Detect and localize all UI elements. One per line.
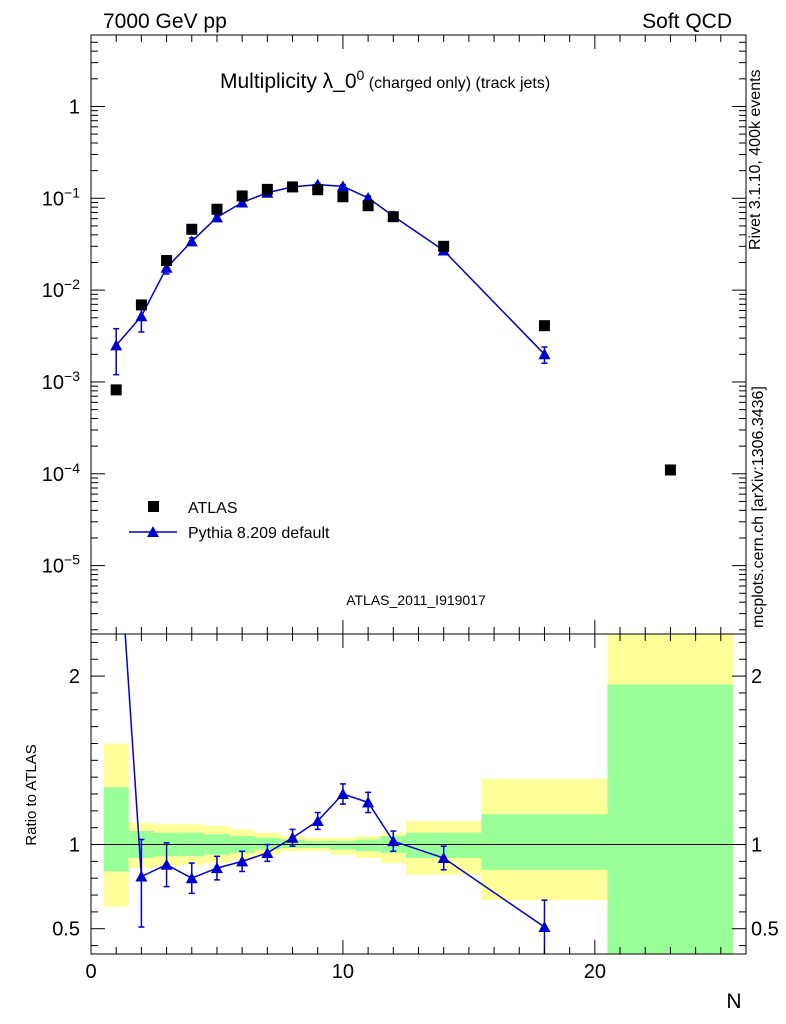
ratio-xtick-label: 20 [584,961,606,983]
ratio-ytick-label-left: 0.5 [52,919,80,941]
atlas-point [186,223,198,235]
main-ytick-base: 10 [42,464,64,486]
pythia-ratio-point [336,788,349,799]
legend-label-atlas: ATLAS [188,500,238,517]
main-ytick-label: 10−4 [42,460,80,486]
header-right-label: Soft QCD [642,10,732,33]
atlas-point [664,464,676,476]
main-ytick-base: 10 [42,188,64,210]
main-ytick-label: 10−1 [42,184,80,210]
main-ytick-label: 10−5 [42,552,80,578]
atlas-point [135,299,147,311]
pythia-point [210,211,223,223]
ratio-ytick-label-right: 0.5 [751,919,779,941]
pythia-point [160,261,173,273]
atlas-point [337,191,349,203]
pythia-ratio-point [185,872,198,884]
main-frame [90,34,747,635]
legend-marker-pythia [147,526,159,537]
main-ytick-base: 10 [42,556,64,578]
main-ytick-label: 10−2 [42,276,80,302]
pythia-ratio-point [387,835,400,847]
atlas-point [161,255,173,267]
pythia-ratio-point [538,921,551,933]
ratio-panel: 0.5 0.51 12 20 10 20 Ratio to ATLAS N [23,493,779,1013]
title-suffix: (charged only) (track jets) [364,75,550,92]
uncertainty-band-green [330,841,356,850]
mcplots-label: mcplots.cern.ch [arXiv:1306.3436] [750,386,767,628]
ratio-ytick-label-left: 1 [69,835,80,857]
main-ytick-exp: −2 [64,276,80,292]
uncertainty-band-green [103,787,129,872]
main-ytick-base: 10 [42,372,64,394]
pythia-ratio-point [110,493,122,504]
pythia-ratio-point [236,855,249,867]
ratio-ytick-label-right: 2 [751,666,762,688]
header-left-label: 7000 GeV pp [103,10,227,33]
uncertainty-band-green [481,814,608,870]
pythia-point [336,180,349,192]
atlas-point [236,190,248,202]
atlas-point [312,184,324,196]
main-ytick-label: 10−3 [42,368,80,394]
pythia-ratio-point [311,814,324,826]
atlas-point [110,384,122,396]
ratio-xtick-label: 10 [332,961,354,983]
watermark-label: ATLAS_2011_I919017 [346,592,486,608]
ratio-ytick-label-left: 2 [69,666,80,688]
atlas-point [362,200,374,212]
x-axis-label: N [726,990,741,1013]
main-chart-title: Multiplicity λ_00 (charged only) (track … [220,67,550,93]
pythia-point [236,196,249,208]
pythia-ratio-point [135,870,148,882]
legend-marker-atlas [148,501,159,512]
legend-label-pythia: Pythia 8.209 default [188,525,330,542]
atlas-point [538,320,550,332]
ratio-ylabel: Ratio to ATLAS [23,744,40,845]
atlas-point [387,211,399,223]
legend: ATLAS Pythia 8.209 default [129,500,330,542]
atlas-point [438,240,450,252]
title-prefix: Multiplicity λ_0 [220,70,357,93]
ratio-xtick-label: 0 [85,961,96,983]
main-ytick-label: 1 [69,96,80,118]
main-panel: Multiplicity λ_00 (charged only) (track … [42,34,747,635]
atlas-point [211,203,223,215]
pythia-ratio-point [210,862,223,874]
pythia-point [110,339,123,351]
main-ytick-base: 10 [42,280,64,302]
pythia-ratio-point [160,858,173,870]
pythia-line [115,183,545,355]
main-ytick-exp: −3 [64,368,80,384]
pythia-point [135,310,148,322]
main-ytick-exp: −4 [64,460,80,476]
main-ytick-exp: −5 [64,552,80,568]
pythia-ratio-point [261,846,274,858]
pythia-point [185,235,198,247]
main-ytick-exp: −1 [64,184,80,200]
rivet-label: Rivet 3.1.10, 400k events [747,69,764,250]
pythia-ratio-point [437,852,450,863]
pythia-point [362,191,375,203]
uncertainty-band-green [254,837,280,850]
atlas-point [261,183,273,195]
ratio-ytick-label-right: 1 [751,835,762,857]
pythia-ratio-point [286,831,299,843]
uncertainty-band-green [355,839,381,852]
pythia-ratio-point [362,796,375,808]
title-sup: 0 [357,67,365,83]
atlas-point [287,181,299,193]
uncertainty-band-green [607,684,734,954]
pythia-point [538,348,551,360]
